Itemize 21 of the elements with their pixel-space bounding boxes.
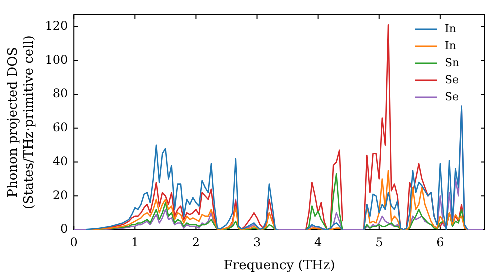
y-axis-title: Phonon projected DOS (States/THz·primitive cell) [6,35,37,210]
legend-label: Se [445,73,460,86]
y-tick-label: 0 [60,222,68,236]
x-tick-label: 4 [314,235,322,250]
y-tick-label: 80 [52,86,68,101]
legend-label: Sn [445,56,460,70]
x-axis-title: Frequency (THz) [224,258,336,274]
x-tick-label: 2 [192,235,200,250]
x-tick-label: 1 [131,235,139,250]
legend-label: In [445,22,456,36]
x-tick-label: 3 [253,235,262,250]
x-tick-label: 5 [376,235,384,250]
y-tick-label: 60 [52,120,68,135]
legend-label: Se [445,90,460,104]
y-tick-label: 120 [45,18,68,33]
y-tick-label: 100 [45,52,68,67]
legend-label: In [445,39,456,52]
x-tick-label: 0 [70,235,78,250]
y-tick-label: 40 [52,154,68,168]
y-tick-label: 20 [52,188,68,202]
x-tick-label: 6 [436,235,444,250]
